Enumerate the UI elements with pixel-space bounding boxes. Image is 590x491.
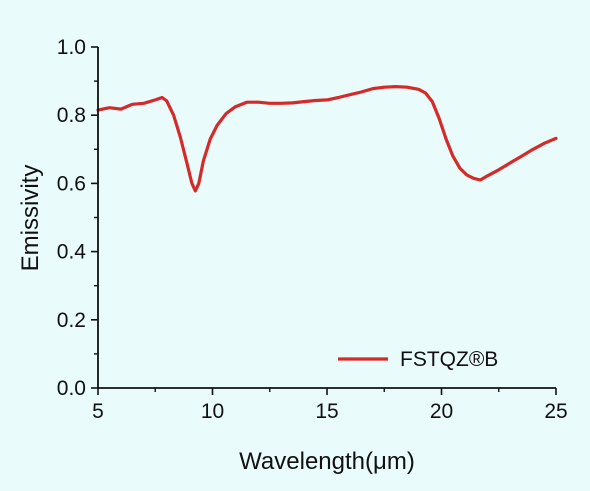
y-tick-label: 0.8 xyxy=(57,104,86,127)
axes: 5 10 15 20 25 0.0 0.2 0.4 0.6 0.8 1.0 xyxy=(57,36,568,423)
x-tick-label: 20 xyxy=(430,400,453,423)
y-tick-label: 1.0 xyxy=(57,36,86,59)
plot-area xyxy=(96,84,558,193)
x-axis-title: Wavelength(μm) xyxy=(239,448,415,475)
x-tick-label: 25 xyxy=(544,400,567,423)
y-tick-label: 0.6 xyxy=(57,172,86,195)
x-tick-label: 5 xyxy=(92,400,104,423)
y-axis-title: Emissivity xyxy=(17,165,44,272)
y-tick-label: 0.0 xyxy=(57,377,86,400)
y-tick-label: 0.4 xyxy=(57,241,87,264)
legend-label: FSTQZ®B xyxy=(400,348,498,371)
x-tick-label: 15 xyxy=(315,400,338,423)
series-line xyxy=(96,84,558,193)
legend: FSTQZ®B xyxy=(338,348,498,371)
y-tick-label: 0.2 xyxy=(57,309,86,332)
x-tick-label: 10 xyxy=(201,400,224,423)
